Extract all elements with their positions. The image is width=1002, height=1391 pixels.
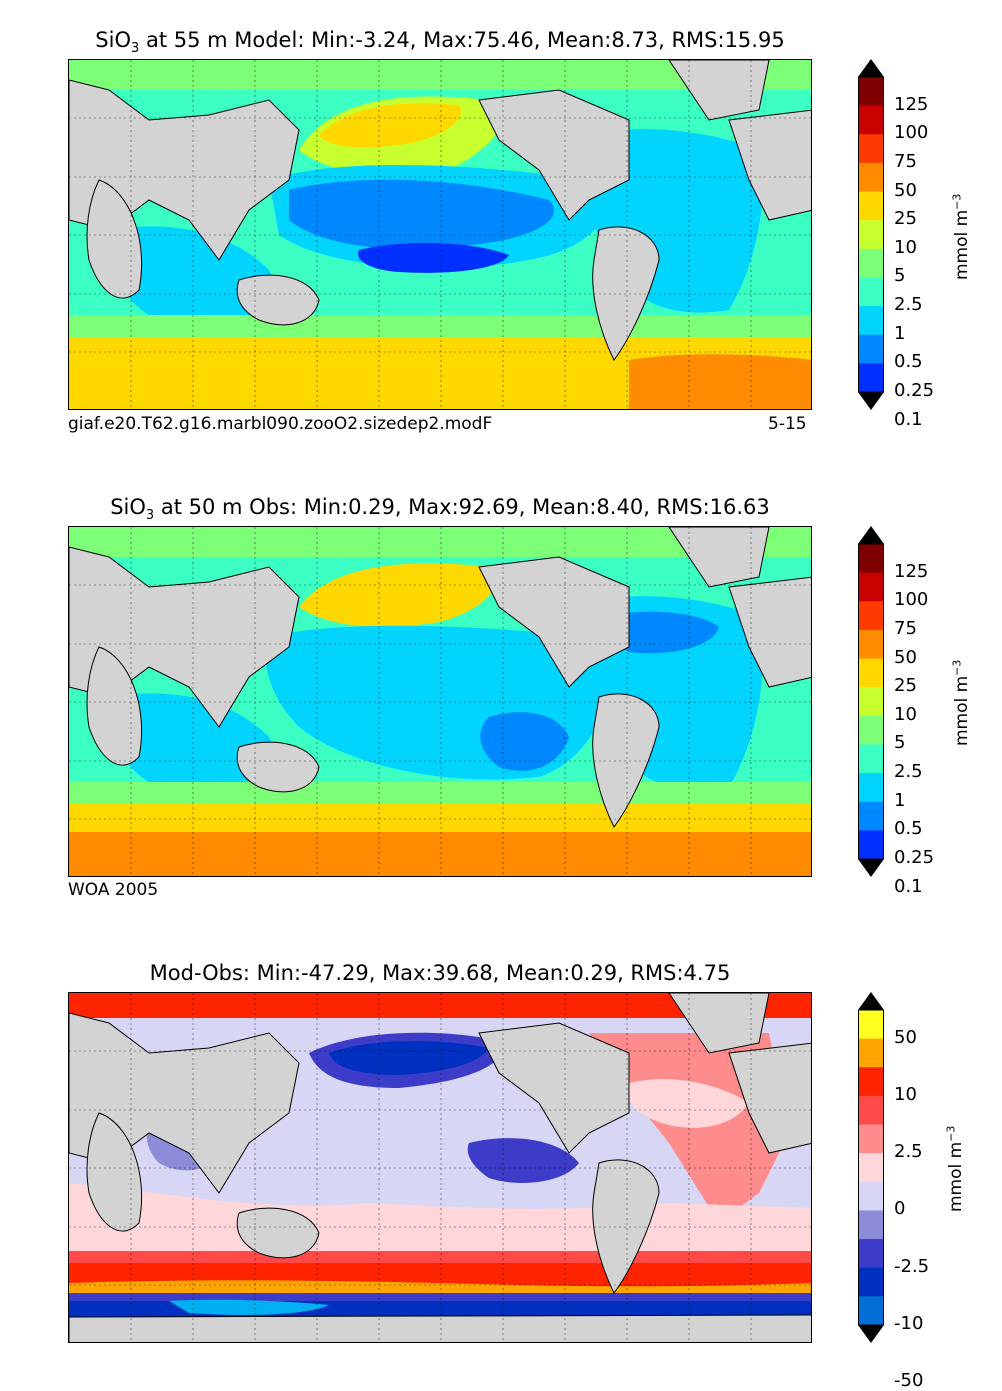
colorbar-tick-label: 100 xyxy=(894,122,929,144)
colorbar-extend-bottom xyxy=(858,392,884,410)
colorbar-swatch xyxy=(858,1267,884,1297)
colorbar-extend-top xyxy=(858,59,884,77)
panel2-map xyxy=(68,526,812,877)
colorbar-swatch xyxy=(858,162,884,193)
colorbar-swatch xyxy=(858,1239,884,1269)
colorbar-tick-label: 0.5 xyxy=(894,818,923,840)
panel3-colorbar xyxy=(858,992,884,1343)
colorbar-swatch xyxy=(858,306,884,336)
colorbar-tick-label: 5 xyxy=(894,732,906,754)
panel2-colorbar-unit: mmol m−3 xyxy=(950,659,973,747)
colorbar-tick-label: 10 xyxy=(894,1083,917,1105)
colorbar-tick-label: 50 xyxy=(894,646,917,668)
colorbar-swatch xyxy=(858,1296,884,1326)
colorbar-tick-label: 0.1 xyxy=(894,408,923,430)
colorbar-tick-label: 5 xyxy=(894,265,906,287)
panel1-caption-right: 5-15 xyxy=(768,414,807,434)
colorbar-tick-label: 2.5 xyxy=(894,761,923,783)
colorbar-swatch xyxy=(858,1095,884,1126)
colorbar-tick-label: 125 xyxy=(894,93,929,115)
colorbar-tick-label: 75 xyxy=(894,617,917,639)
panel1-colorbar-unit: mmol m−3 xyxy=(950,193,973,281)
colorbar-swatch xyxy=(858,105,884,135)
panel2-colorbar xyxy=(858,526,884,877)
colorbar-swatch xyxy=(858,744,884,774)
colorbar-frame xyxy=(858,543,884,860)
colorbar-swatch xyxy=(858,1181,884,1211)
colorbar-swatch xyxy=(858,1067,884,1097)
colorbar-tick-label: 25 xyxy=(894,675,917,697)
panel1-map xyxy=(68,59,812,410)
colorbar-swatch xyxy=(858,1153,884,1183)
colorbar-extend-bottom xyxy=(858,859,884,877)
panel3-colorbar-unit: mmol m−3 xyxy=(944,1125,967,1213)
colorbar-tick-label: 0.25 xyxy=(894,847,935,868)
colorbar-swatch xyxy=(858,801,884,831)
panel3-title: Mod-Obs: Min:-47.29, Max:39.68, Mean:0.2… xyxy=(149,961,731,985)
colorbar-swatch xyxy=(858,715,884,745)
colorbar-swatch xyxy=(858,277,884,307)
colorbar-swatch xyxy=(858,77,884,107)
colorbar-swatch xyxy=(858,773,884,803)
colorbar-swatch xyxy=(858,830,884,860)
panel2-title: SiO3 at 50 m Obs: Min:0.29, Max:92.69, M… xyxy=(110,495,770,524)
colorbar-tick-label: 0.1 xyxy=(894,875,923,897)
colorbar-swatch xyxy=(858,572,884,602)
colorbar-swatch xyxy=(858,134,884,164)
colorbar-tick-label: -10 xyxy=(894,1313,924,1334)
colorbar-swatch xyxy=(858,544,884,574)
colorbar-tick-label: 125 xyxy=(894,560,929,582)
panel2-caption-left: WOA 2005 xyxy=(68,880,159,900)
colorbar-extend-top xyxy=(858,526,884,544)
colorbar-tick-label: 2.5 xyxy=(894,1141,923,1163)
colorbar-swatch xyxy=(858,629,884,660)
panel1-caption-left: giaf.e20.T62.g16.marbl090.zooO2.sizedep2… xyxy=(68,414,493,434)
colorbar-tick-label: 0.5 xyxy=(894,351,923,373)
colorbar-tick-label: 100 xyxy=(894,589,929,611)
colorbar-tick-label: 10 xyxy=(894,236,917,258)
colorbar-tick-label: 1 xyxy=(894,322,906,344)
colorbar-tick-label: -2.5 xyxy=(894,1255,930,1277)
colorbar-swatch xyxy=(858,334,884,364)
colorbar-swatch xyxy=(858,1124,884,1154)
colorbar-swatch xyxy=(858,601,884,631)
panel1-title: SiO3 at 55 m Model: Min:-3.24, Max:75.46… xyxy=(95,28,785,57)
colorbar-swatch xyxy=(858,1038,884,1068)
colorbar-swatch xyxy=(858,191,884,221)
colorbar-tick-label: -50 xyxy=(894,1370,924,1391)
colorbar-swatch xyxy=(858,687,884,717)
colorbar-tick-label: 1 xyxy=(894,789,906,811)
colorbar-frame xyxy=(858,1009,884,1326)
colorbar-tick-label: 50 xyxy=(894,1026,917,1048)
colorbar-tick-label: 25 xyxy=(894,208,917,230)
colorbar-swatch xyxy=(858,248,884,278)
colorbar-swatch xyxy=(858,658,884,688)
colorbar-tick-label: 0.25 xyxy=(894,380,935,401)
colorbar-tick-label: 10 xyxy=(894,703,917,725)
colorbar-swatch xyxy=(858,1210,884,1240)
colorbar-swatch xyxy=(858,220,884,250)
colorbar-tick-label: 50 xyxy=(894,179,917,201)
colorbar-extend-bottom xyxy=(858,1325,884,1343)
colorbar-tick-label: 0 xyxy=(894,1198,906,1220)
colorbar-frame xyxy=(858,76,884,393)
colorbar-extend-top xyxy=(858,992,884,1010)
colorbar-tick-label: 2.5 xyxy=(894,294,923,316)
panel3-map xyxy=(68,992,812,1343)
colorbar-swatch xyxy=(858,363,884,393)
colorbar-swatch xyxy=(858,1010,884,1040)
colorbar-tick-label: 75 xyxy=(894,150,917,172)
panel1-colorbar xyxy=(858,59,884,410)
